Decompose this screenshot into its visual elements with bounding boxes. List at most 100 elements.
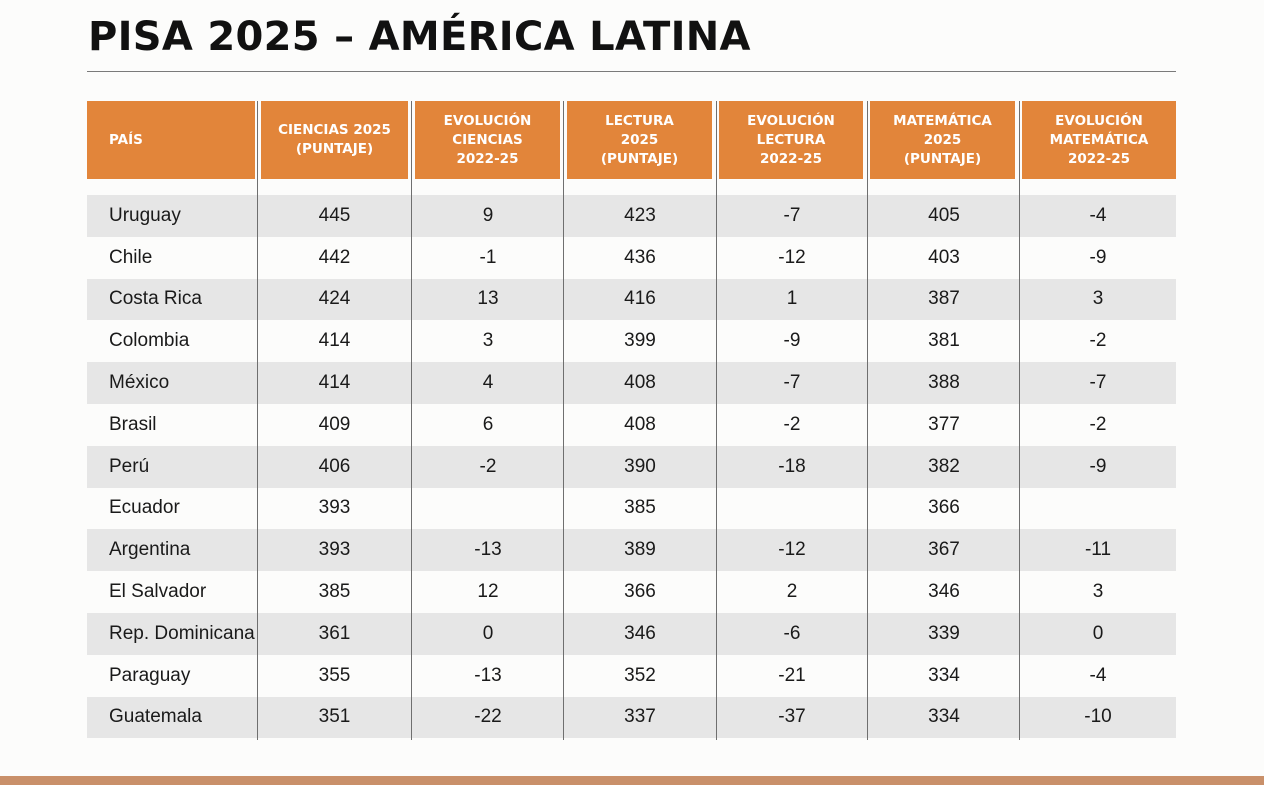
- column-header-matematica-2025: MATEMÁTICA 2025 (PUNTAJE): [870, 101, 1015, 179]
- cell-evolucion-lectura: 2: [786, 581, 798, 603]
- cell-evolucion-matematica: -2: [1089, 330, 1107, 352]
- column-header-lectura-2025: LECTURA 2025 (PUNTAJE): [567, 101, 712, 179]
- cell-lectura-2025: 385: [624, 497, 656, 519]
- cell-lectura-2025: 390: [624, 455, 656, 477]
- footer-bar: [0, 776, 1264, 785]
- table-row: Uruguay 445 9 423 -7 405 -4: [87, 195, 1176, 237]
- cell-lectura-2025: 346: [624, 622, 656, 644]
- page-title: PISA 2025 – AMÉRICA LATINA: [88, 14, 751, 60]
- column-divider: [1019, 101, 1020, 740]
- cell-matematica-2025: 366: [928, 497, 960, 519]
- cell-ciencias-2025: 406: [318, 455, 351, 477]
- cell-evolucion-lectura: -9: [783, 330, 801, 352]
- cell-evolucion-ciencias: 13: [477, 288, 499, 310]
- table-row: Argentina 393 -13 389 -12 367 -11: [87, 529, 1176, 572]
- cell-evolucion-ciencias: -13: [474, 539, 502, 561]
- table-row: Guatemala 351 -22 337 -37 334 -10: [87, 696, 1176, 739]
- cell-evolucion-ciencias: [412, 488, 564, 530]
- column-header-ciencias-2025: CIENCIAS 2025 (PUNTAJE): [261, 101, 408, 179]
- cell-lectura-2025: 366: [624, 581, 656, 603]
- cell-evolucion-ciencias: 12: [477, 581, 499, 603]
- cell-lectura-2025: 416: [624, 288, 656, 310]
- column-divider: [411, 101, 412, 740]
- column-divider: [563, 101, 564, 740]
- cell-country: Brasil: [109, 413, 157, 435]
- cell-matematica-2025: 381: [928, 330, 960, 352]
- cell-evolucion-matematica: -7: [1089, 372, 1107, 394]
- cell-ciencias-2025: 414: [318, 372, 351, 394]
- table-row: Costa Rica 424 13 416 1 387 3: [87, 278, 1176, 321]
- column-divider: [257, 101, 258, 740]
- cell-evolucion-lectura: -7: [783, 372, 801, 394]
- cell-country: Ecuador: [109, 497, 180, 519]
- cell-evolucion-matematica: -2: [1089, 413, 1107, 435]
- cell-country: Guatemala: [109, 706, 202, 728]
- cell-evolucion-matematica: 3: [1092, 288, 1104, 310]
- cell-matematica-2025: 377: [928, 413, 960, 435]
- cell-evolucion-matematica: -4: [1089, 664, 1107, 686]
- column-divider: [867, 101, 868, 740]
- table-row: Ecuador 393 385 366: [87, 488, 1176, 530]
- cell-ciencias-2025: 385: [318, 581, 351, 603]
- title-divider: [87, 71, 1176, 72]
- table-row: El Salvador 385 12 366 2 346 3: [87, 571, 1176, 613]
- cell-ciencias-2025: 424: [318, 288, 351, 310]
- cell-country: Colombia: [109, 330, 190, 352]
- table-row: Chile 442 -1 436 -12 403 -9: [87, 237, 1176, 279]
- cell-ciencias-2025: 409: [318, 413, 351, 435]
- cell-evolucion-matematica: -10: [1084, 706, 1112, 728]
- cell-evolucion-ciencias: -13: [474, 664, 502, 686]
- cell-lectura-2025: 436: [624, 246, 656, 268]
- cell-country: Chile: [109, 246, 153, 268]
- cell-evolucion-ciencias: 9: [482, 204, 494, 226]
- table-row: Brasil 409 6 408 -2 377 -2: [87, 404, 1176, 446]
- cell-evolucion-ciencias: 0: [482, 622, 494, 644]
- cell-matematica-2025: 403: [928, 246, 960, 268]
- cell-evolucion-ciencias: -22: [474, 706, 502, 728]
- cell-ciencias-2025: 355: [318, 664, 351, 686]
- cell-lectura-2025: 408: [624, 372, 656, 394]
- cell-ciencias-2025: 414: [318, 330, 351, 352]
- cell-evolucion-lectura: -7: [783, 204, 801, 226]
- cell-matematica-2025: 334: [928, 664, 960, 686]
- cell-matematica-2025: 334: [928, 706, 960, 728]
- table-row: Perú 406 -2 390 -18 382 -9: [87, 445, 1176, 488]
- cell-country: Perú: [109, 455, 150, 477]
- cell-evolucion-ciencias: -1: [479, 246, 497, 268]
- cell-country: México: [109, 372, 170, 394]
- table-row: Paraguay 355 -13 352 -21 334 -4: [87, 655, 1176, 697]
- cell-evolucion-matematica: [1020, 488, 1176, 530]
- table-body: Uruguay 445 9 423 -7 405 -4 Chile 442 -1 436 -12 403…: [87, 195, 1176, 739]
- cell-evolucion-matematica: -9: [1089, 455, 1107, 477]
- cell-evolucion-ciencias: 6: [482, 413, 494, 435]
- cell-matematica-2025: 387: [928, 288, 960, 310]
- cell-ciencias-2025: 445: [318, 204, 351, 226]
- cell-evolucion-matematica: 0: [1092, 622, 1104, 644]
- cell-country: Paraguay: [109, 664, 191, 686]
- cell-ciencias-2025: 361: [318, 622, 351, 644]
- cell-evolucion-lectura: -18: [778, 455, 806, 477]
- cell-evolucion-lectura: -2: [783, 413, 801, 435]
- column-header-evolucion-matematica: EVOLUCIÓN MATEMÁTICA 2022-25: [1022, 101, 1176, 179]
- column-divider: [716, 101, 717, 740]
- cell-evolucion-lectura: -6: [783, 622, 801, 644]
- cell-lectura-2025: 352: [624, 664, 656, 686]
- cell-ciencias-2025: 351: [318, 706, 351, 728]
- cell-evolucion-matematica: -9: [1089, 246, 1107, 268]
- cell-evolucion-matematica: 3: [1092, 581, 1104, 603]
- cell-country: Uruguay: [109, 204, 181, 226]
- cell-evolucion-matematica: -11: [1084, 539, 1112, 561]
- table-row: México 414 4 408 -7 388 -7: [87, 362, 1176, 404]
- cell-evolucion-matematica: -4: [1089, 204, 1107, 226]
- column-header-evolucion-lectura: EVOLUCIÓN LECTURA 2022-25: [719, 101, 863, 179]
- cell-evolucion-lectura: -21: [778, 664, 806, 686]
- cell-evolucion-lectura: -12: [778, 539, 806, 561]
- cell-matematica-2025: 339: [928, 622, 960, 644]
- cell-evolucion-ciencias: -2: [479, 455, 497, 477]
- cell-lectura-2025: 408: [624, 413, 656, 435]
- column-header-evolucion-ciencias: EVOLUCIÓN CIENCIAS 2022-25: [415, 101, 560, 179]
- cell-matematica-2025: 388: [928, 372, 960, 394]
- cell-evolucion-lectura: 1: [786, 288, 798, 310]
- cell-ciencias-2025: 442: [318, 246, 351, 268]
- cell-matematica-2025: 405: [928, 204, 960, 226]
